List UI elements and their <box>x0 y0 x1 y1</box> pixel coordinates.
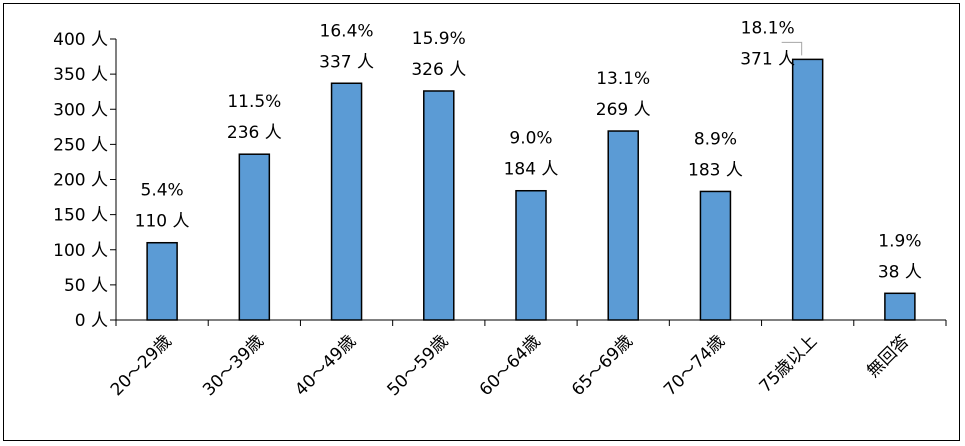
y-tick-label: 100 人 <box>53 241 108 261</box>
count-label: 184 人 <box>504 160 559 180</box>
category-label: 無回答 <box>863 331 913 381</box>
bar <box>791 58 824 321</box>
percent-label: 13.1% <box>596 69 650 89</box>
count-label: 371 人 <box>740 49 795 69</box>
category-label: 70～74歳 <box>660 331 729 400</box>
percent-label: 9.0% <box>509 129 552 149</box>
count-label: 110 人 <box>135 212 190 232</box>
bar <box>330 82 363 321</box>
y-tick-label: 200 人 <box>53 171 108 191</box>
x-axis: 20～29歳 30～39歳 40～49歳 50～59歳 60～64歳 65～69歳 70～7… <box>107 319 947 400</box>
y-tick-label: 150 人 <box>53 206 108 226</box>
count-label: 236 人 <box>227 123 282 143</box>
count-label: 326 人 <box>411 60 466 80</box>
category-label: 75歳以上 <box>756 331 822 397</box>
y-tick-label: 300 人 <box>53 100 108 120</box>
count-label: 269 人 <box>596 100 651 120</box>
bar <box>146 241 178 321</box>
category-label: 65～69歳 <box>568 331 637 400</box>
percent-label: 15.9% <box>412 29 466 49</box>
percent-label: 16.4% <box>320 21 374 41</box>
category-label: 50～59歳 <box>384 331 453 400</box>
category-label: 60～64歳 <box>476 331 545 400</box>
y-tick-label: 350 人 <box>53 65 108 85</box>
percent-label: 5.4% <box>141 181 184 201</box>
bar <box>699 190 732 321</box>
count-label: 38 人 <box>878 262 922 282</box>
category-label: 20～29歳 <box>107 331 176 400</box>
bar <box>884 292 916 321</box>
data-labels: 110 人 5.4% 236 人 11.5% 337 人 16.4% 326 人 15.9% 1… <box>135 18 922 282</box>
count-label: 337 人 <box>319 52 374 72</box>
percent-label: 8.9% <box>694 129 737 149</box>
bar <box>607 130 639 321</box>
category-label: 30～39歳 <box>199 331 268 400</box>
y-axis: 0 人 50 人 100 人 150 人 200 人 250 人 300 人 350 人 400… <box>53 30 117 331</box>
percent-label: 18.1% <box>741 18 795 38</box>
category-label: 40～49歳 <box>291 331 360 400</box>
y-tick-label: 250 人 <box>53 135 108 155</box>
bar <box>238 153 271 321</box>
leader-line <box>781 41 803 56</box>
y-tick-label: 0 人 <box>75 311 108 331</box>
bar <box>515 189 547 321</box>
count-label: 183 人 <box>688 160 743 180</box>
y-tick-label: 50 人 <box>64 276 108 296</box>
bar <box>423 90 455 321</box>
y-tick-label: 400 人 <box>53 30 108 50</box>
percent-label: 11.5% <box>227 92 281 112</box>
percent-label: 1.9% <box>878 231 921 251</box>
